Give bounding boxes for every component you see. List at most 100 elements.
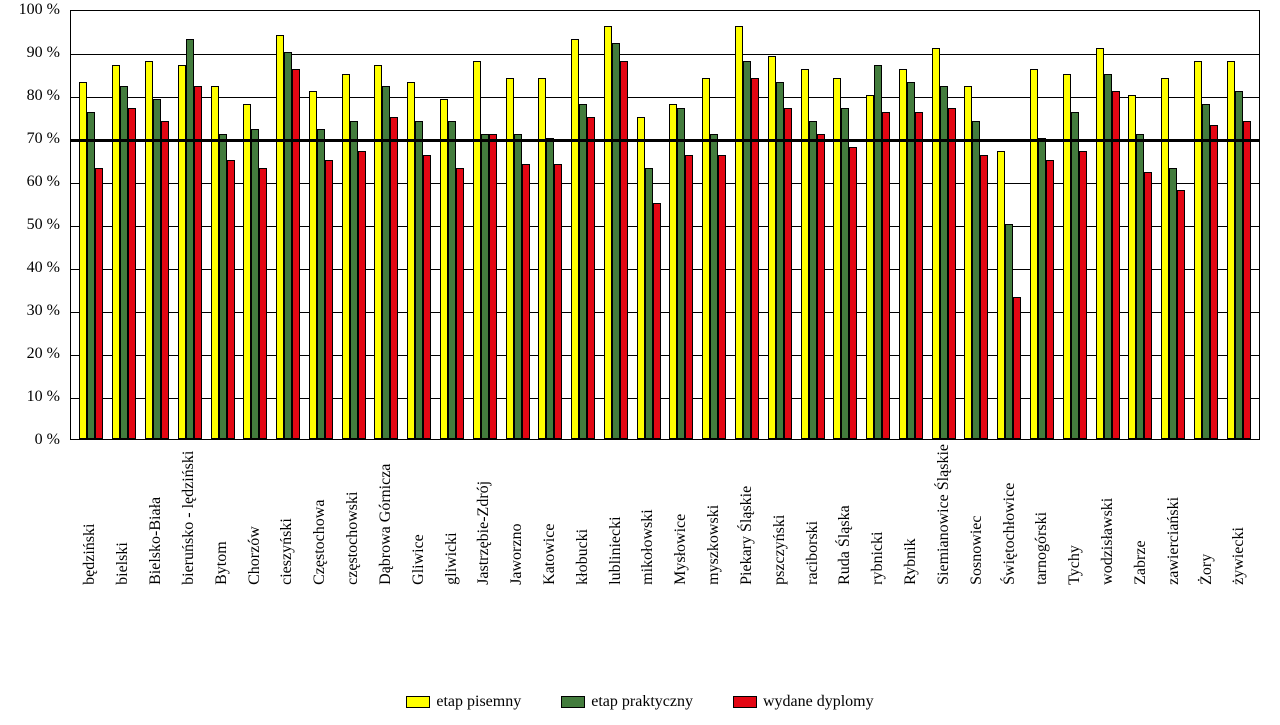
y-tick-label: 80 % [0,87,60,105]
bar [1005,224,1013,439]
bar-group [304,11,337,439]
x-tick-label: Katowice [534,444,567,585]
bar [841,108,849,439]
y-tick-label: 20 % [0,345,60,363]
bar [718,155,726,439]
bar [1235,91,1243,439]
bar [866,95,874,439]
x-axis-labels: będzińskibielskiBielsko-Białabieruńsko -… [70,444,1260,585]
x-tick-label: cieszyński [271,444,304,585]
bar [243,104,251,439]
x-tick-label: Jastrzębie-Zdrój [468,444,501,585]
bar-group [1222,11,1255,439]
x-tick-label: pszczyński [763,444,796,585]
bar [604,26,612,439]
x-tick-label: Dąbrowa Górnicza [369,444,402,585]
legend-label: etap praktyczny [591,693,693,711]
chart-container: 0 %10 %20 %30 %40 %50 %60 %70 %80 %90 %1… [0,0,1280,725]
x-tick-label: Mysłowice [665,444,698,585]
x-tick-label: rybnicki [862,444,895,585]
bar [1046,160,1054,440]
legend-swatch [561,696,585,708]
bar [284,52,292,439]
bar [186,39,194,439]
bar [1071,112,1079,439]
bar [1013,297,1021,439]
bar-group [1058,11,1091,439]
bar [1104,74,1112,440]
bar-group [993,11,1026,439]
bar [317,129,325,439]
bar [390,117,398,440]
bar [1177,190,1185,439]
bar [776,82,784,439]
bar [809,121,817,439]
x-tick-label: Bytom [205,444,238,585]
bar [1038,138,1046,439]
bar [1079,151,1087,439]
bar-group [436,11,469,439]
bar-group [468,11,501,439]
x-tick-label: Zabrze [1125,444,1158,585]
bar [751,78,759,439]
bar-group [501,11,534,439]
bar-group [173,11,206,439]
bar [1136,134,1144,439]
bar [833,78,841,439]
bar [801,69,809,439]
bar-group [1124,11,1157,439]
bar-group [632,11,665,439]
bar [546,138,554,439]
bar [735,26,743,439]
bar [972,121,980,439]
bar [522,164,530,439]
bar-group [567,11,600,439]
bar [915,112,923,439]
bar-group [862,11,895,439]
bar-group [731,11,764,439]
plot-area [70,10,1260,440]
bar [882,112,890,439]
bar [358,151,366,439]
y-tick-label: 10 % [0,388,60,406]
x-tick-label: Ruda Śląska [829,444,862,585]
x-tick-label: Sosnowiec [960,444,993,585]
x-tick-label: Siemianowice Śląskie [928,444,961,585]
bar-group [1091,11,1124,439]
bar [112,65,120,439]
bar-group [960,11,993,439]
bar [817,134,825,439]
bar-group [337,11,370,439]
bar [1144,172,1152,439]
bar [276,35,284,439]
bar [997,151,1005,439]
bar [784,108,792,439]
bar [1030,69,1038,439]
x-tick-label: wodzisławski [1092,444,1125,585]
bar [554,164,562,439]
bar-group [534,11,567,439]
bar [685,155,693,439]
bar [309,91,317,439]
bar [899,69,907,439]
bar-group [895,11,928,439]
bar [948,108,956,439]
bar [489,134,497,439]
bar [653,203,661,440]
bar [743,61,751,439]
legend-item: etap praktyczny [561,693,693,711]
bar [415,121,423,439]
x-tick-label: Rybnik [895,444,928,585]
bar [128,108,136,439]
x-tick-label: kłobucki [566,444,599,585]
bar [506,78,514,439]
legend: etap pisemny etap praktyczny wydane dypl… [0,693,1280,711]
x-tick-label: żywiecki [1223,444,1256,585]
bar [145,61,153,439]
bar-group [141,11,174,439]
x-tick-label: zawierciański [1157,444,1190,585]
bar-group [1026,11,1059,439]
bar [1227,61,1235,439]
bar [259,168,267,439]
x-tick-label: Żory [1190,444,1223,585]
